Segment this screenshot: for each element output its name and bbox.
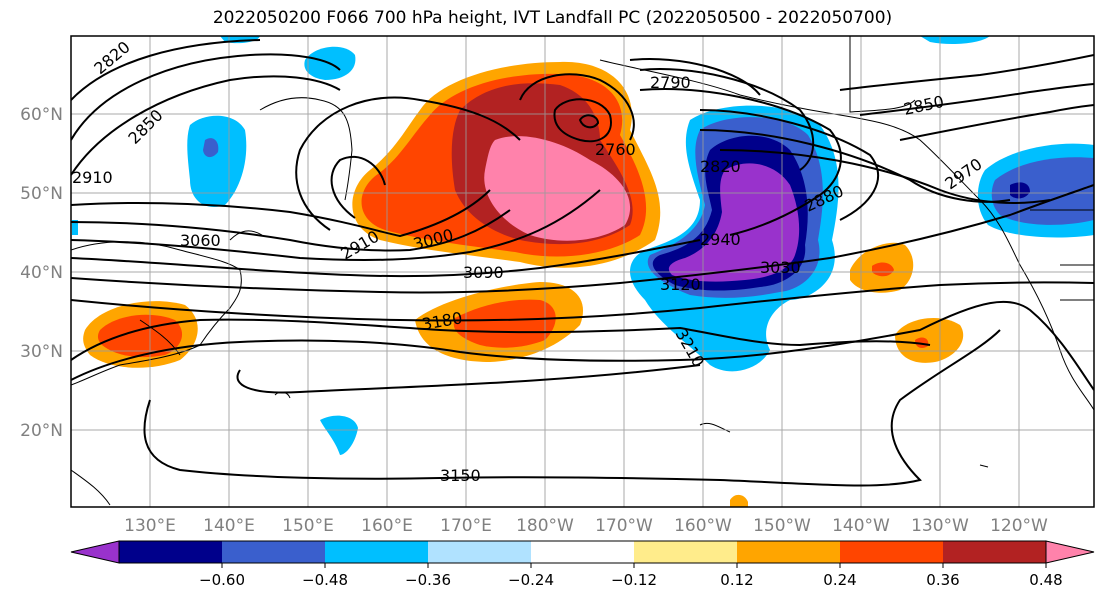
lon-label: 130°E bbox=[124, 516, 176, 536]
colorbar-tick-label: 0.24 bbox=[823, 571, 856, 589]
colorbar-ticks: −0.60 −0.48 −0.36 −0.24 −0.12 0.12 0.24 0.36 0.4… bbox=[199, 563, 1063, 589]
longitude-labels: 130°E 140°E 150°E 160°E 170°E 180°W 170°… bbox=[124, 516, 1048, 536]
contour-label: 3150 bbox=[440, 466, 481, 485]
colorbar-extend-low bbox=[71, 541, 119, 563]
lon-label: 150°E bbox=[282, 516, 334, 536]
contour-label: 3120 bbox=[660, 275, 701, 294]
colorbar-tick-label: −0.48 bbox=[302, 571, 348, 589]
colorbar-tick-label: −0.24 bbox=[508, 571, 554, 589]
lon-label: 170°W bbox=[595, 516, 653, 536]
lat-label: 50°N bbox=[20, 184, 63, 204]
graticule bbox=[71, 36, 1094, 507]
lon-label: 160°W bbox=[674, 516, 732, 536]
contour-label: 2790 bbox=[650, 73, 691, 92]
colorbar-outline bbox=[70, 540, 1095, 564]
colorbar-cell bbox=[325, 541, 429, 563]
colorbar-cell bbox=[119, 541, 223, 563]
colorbar-cell bbox=[943, 541, 1047, 563]
lon-label: 140°W bbox=[832, 516, 890, 536]
lon-label: 120°W bbox=[990, 516, 1048, 536]
contour-label: 3030 bbox=[760, 258, 801, 277]
coastlines bbox=[71, 36, 1094, 506]
contour-label: 2820 bbox=[700, 157, 741, 176]
colorbar-cell bbox=[222, 541, 326, 563]
contour-label: 3060 bbox=[180, 231, 221, 250]
colorbar-extend-high bbox=[1046, 541, 1094, 563]
colorbar-cell bbox=[634, 541, 738, 563]
contour-label: 2760 bbox=[595, 140, 636, 159]
colorbar-cell bbox=[428, 541, 532, 563]
lat-label: 30°N bbox=[20, 342, 63, 362]
contour-label: 2940 bbox=[700, 230, 741, 249]
colorbar-cells bbox=[71, 541, 1094, 563]
latitude-labels: 60°N 50°N 40°N 30°N 20°N bbox=[20, 105, 63, 441]
colorbar-tick-label: 0.48 bbox=[1029, 571, 1062, 589]
lon-label: 140°E bbox=[203, 516, 255, 536]
colorbar-tick-label: −0.36 bbox=[405, 571, 451, 589]
colorbar-cell bbox=[840, 541, 944, 563]
lon-label: 130°W bbox=[911, 516, 969, 536]
colorbar-tick-label: −0.60 bbox=[199, 571, 245, 589]
lon-label: 160°E bbox=[361, 516, 413, 536]
map-frame bbox=[70, 35, 1095, 508]
contour-label: 2910 bbox=[72, 168, 113, 187]
colorbar-cell bbox=[531, 541, 635, 563]
colorbar-tick-label: −0.12 bbox=[611, 571, 657, 589]
contour-label: 3090 bbox=[463, 263, 504, 282]
lon-label: 180°W bbox=[516, 516, 574, 536]
lon-label: 150°W bbox=[753, 516, 811, 536]
height-contours bbox=[71, 39, 1094, 487]
colorbar-tick-label: 0.12 bbox=[720, 571, 753, 589]
positive-ivt-anomaly-fill bbox=[83, 61, 964, 507]
map-title: 2022050200 F066 700 hPa height, IVT Land… bbox=[212, 8, 893, 28]
map-panel: 2820 2850 2910 3060 2910 3000 3090 3180 … bbox=[71, 36, 1094, 507]
colorbar-cell bbox=[737, 541, 841, 563]
lat-label: 40°N bbox=[20, 263, 63, 283]
lat-label: 20°N bbox=[20, 421, 63, 441]
colorbar-tick-label: 0.36 bbox=[926, 571, 959, 589]
lon-label: 170°E bbox=[440, 516, 492, 536]
lat-label: 60°N bbox=[20, 105, 63, 125]
colorbar: −0.60 −0.48 −0.36 −0.24 −0.12 0.12 0.24 0.36 0.4… bbox=[70, 540, 1095, 589]
